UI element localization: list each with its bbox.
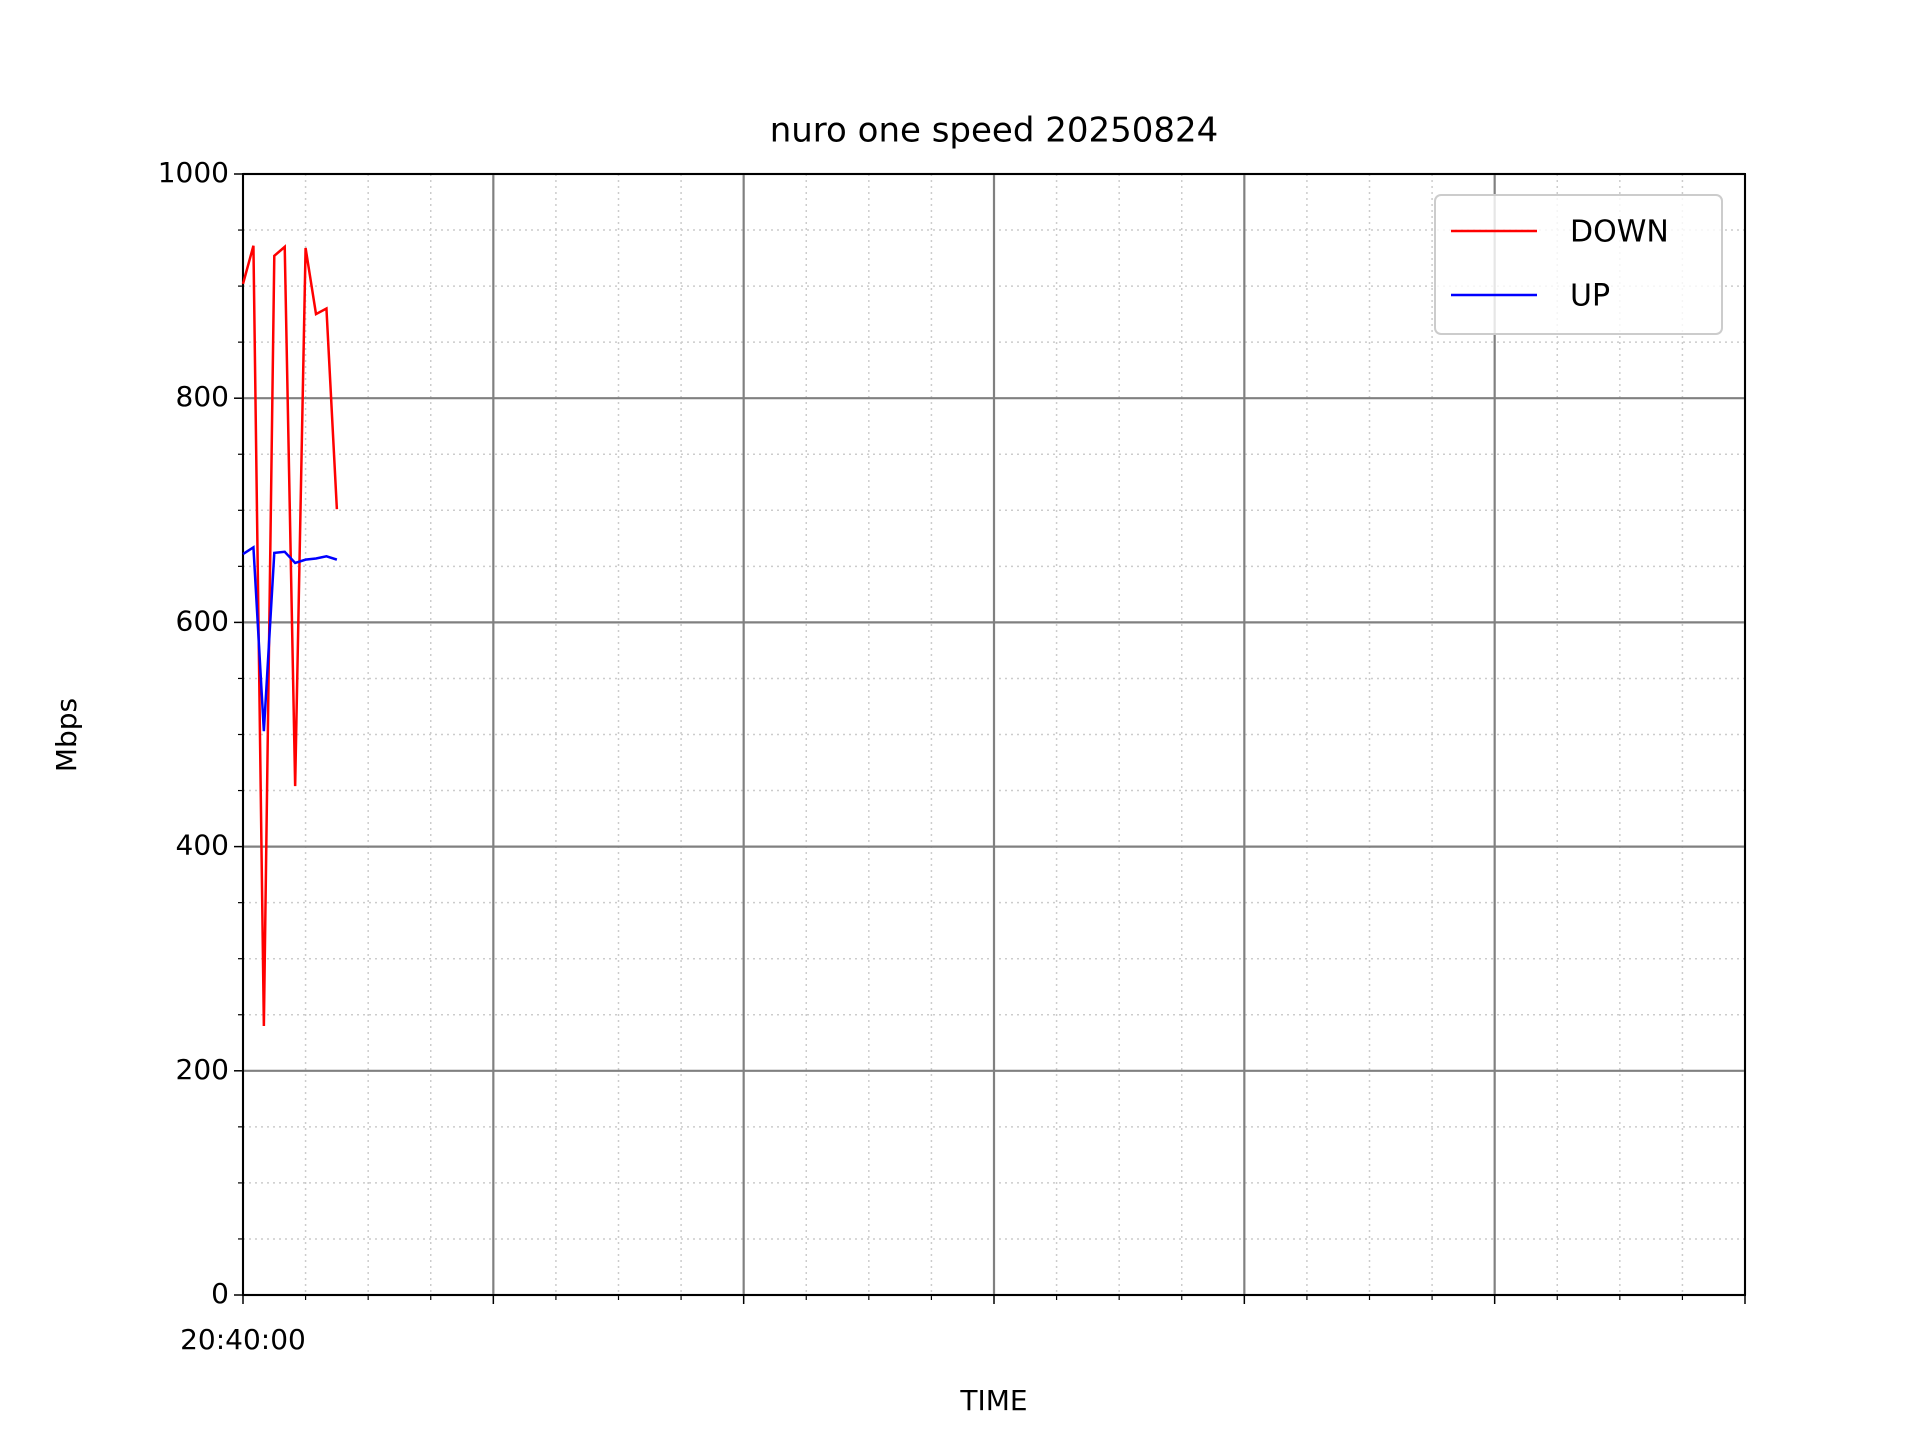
x-tick-label: 20:40:00 [180,1323,306,1356]
y-tick-label: 1000 [158,156,229,189]
y-tick-label: 0 [211,1277,229,1310]
y-tick-label: 800 [176,380,229,413]
chart-title: nuro one speed 20250824 [770,111,1219,151]
legend-label: DOWN [1570,215,1669,250]
legend-label: UP [1570,279,1610,314]
plot-frame [242,173,1746,1296]
y-tick-label: 400 [176,829,229,862]
y-tick-label: 600 [176,604,229,637]
y-axis-label: Mbps [50,698,83,772]
series-line [242,545,338,732]
y-tick-label: 200 [176,1053,229,1086]
x-axis-label: TIME [959,1384,1027,1417]
